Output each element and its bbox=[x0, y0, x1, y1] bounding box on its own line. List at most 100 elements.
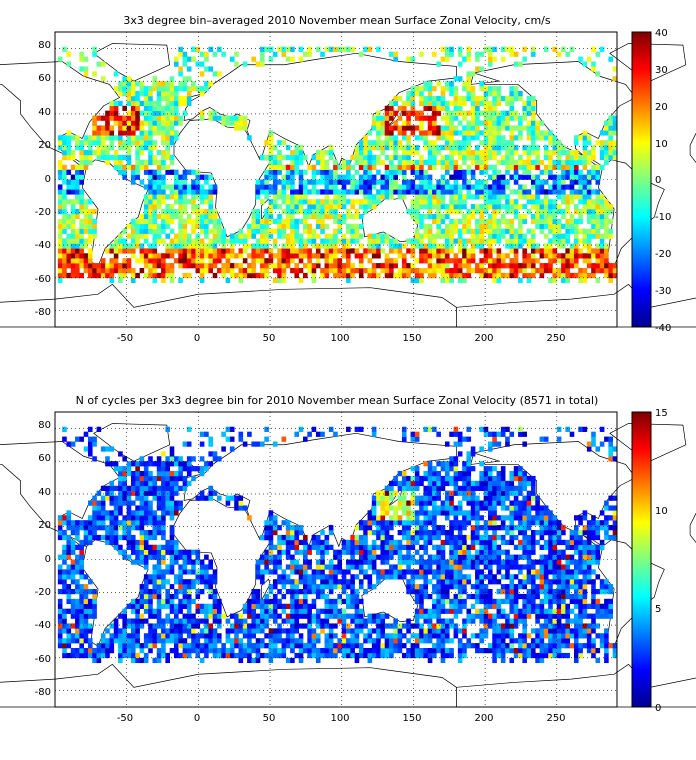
heatmap-cell bbox=[505, 184, 510, 190]
heatmap-cell bbox=[294, 169, 300, 175]
heatmap-cell bbox=[251, 272, 257, 279]
heatmap-cell bbox=[509, 140, 515, 146]
heatmap-cell bbox=[449, 574, 454, 580]
heatmap-cell bbox=[509, 608, 515, 614]
heatmap-cell bbox=[500, 228, 506, 234]
heatmap-cell bbox=[591, 652, 596, 659]
heatmap-cell bbox=[440, 199, 446, 205]
heatmap-cell bbox=[604, 589, 609, 595]
heatmap-cell bbox=[358, 140, 364, 146]
heatmap-cell bbox=[440, 159, 446, 166]
heatmap-cell bbox=[367, 159, 373, 166]
heatmap-cell bbox=[346, 174, 351, 180]
heatmap-cell bbox=[419, 218, 424, 225]
heatmap-cell bbox=[556, 623, 562, 629]
heatmap-cell bbox=[522, 174, 527, 180]
heatmap-cell bbox=[479, 579, 484, 585]
heatmap-cell bbox=[561, 238, 566, 244]
heatmap-cell bbox=[70, 559, 76, 565]
heatmap-cell bbox=[492, 174, 497, 180]
heatmap-cell bbox=[70, 564, 76, 570]
heatmap-cell bbox=[530, 238, 536, 244]
heatmap-cell bbox=[475, 263, 480, 269]
heatmap-cell bbox=[204, 189, 209, 195]
heatmap-cell bbox=[384, 164, 390, 170]
heatmap-cell bbox=[487, 199, 493, 205]
heatmap-cell bbox=[199, 253, 205, 259]
heatmap-cell bbox=[530, 253, 536, 259]
heatmap-cell bbox=[75, 598, 80, 605]
heatmap-cell bbox=[483, 272, 489, 279]
heatmap-cell bbox=[208, 564, 213, 570]
heatmap-cell bbox=[204, 574, 209, 580]
heatmap-cell bbox=[427, 184, 433, 190]
heatmap-cell bbox=[346, 238, 351, 244]
heatmap-cell bbox=[148, 248, 153, 254]
heatmap-cell bbox=[591, 248, 596, 254]
heatmap-cell bbox=[586, 638, 592, 644]
heatmap-cell bbox=[535, 608, 540, 614]
heatmap-cell bbox=[371, 164, 377, 170]
heatmap-cell bbox=[569, 228, 575, 234]
heatmap-cell bbox=[178, 243, 183, 249]
heatmap-cell bbox=[126, 140, 132, 146]
heatmap-cell bbox=[440, 579, 446, 585]
heatmap-cell bbox=[70, 613, 76, 619]
heatmap-cell bbox=[453, 110, 459, 116]
heatmap-cell bbox=[496, 140, 502, 146]
heatmap-cell bbox=[173, 243, 179, 249]
heatmap-cell bbox=[397, 574, 403, 580]
heatmap-cell bbox=[75, 564, 80, 570]
heatmap-cell bbox=[539, 253, 545, 259]
heatmap-cell bbox=[354, 618, 360, 624]
heatmap-cell bbox=[255, 648, 261, 654]
heatmap-cell bbox=[582, 174, 588, 180]
heatmap-cell bbox=[341, 643, 347, 649]
heatmap-cell bbox=[264, 618, 269, 624]
heatmap-cell bbox=[397, 248, 403, 254]
heatmap-cell bbox=[466, 95, 472, 102]
heatmap-cell bbox=[268, 598, 274, 605]
heatmap-cell bbox=[569, 169, 575, 175]
heatmap-cell bbox=[470, 86, 476, 92]
heatmap-cell bbox=[436, 638, 441, 644]
heatmap-cell bbox=[414, 194, 420, 200]
heatmap-cell bbox=[509, 238, 515, 244]
heatmap-cell bbox=[453, 574, 459, 580]
heatmap-cell bbox=[599, 268, 605, 274]
heatmap-cell bbox=[333, 194, 338, 200]
heatmap-cell bbox=[389, 140, 394, 146]
heatmap-cell bbox=[354, 652, 360, 659]
heatmap-cell bbox=[449, 120, 454, 126]
heatmap-cell bbox=[354, 657, 360, 664]
heatmap-cell bbox=[118, 81, 123, 87]
heatmap-cell bbox=[238, 125, 244, 131]
heatmap-cell bbox=[436, 135, 441, 141]
heatmap-cell bbox=[487, 618, 493, 624]
heatmap-cell bbox=[92, 589, 97, 595]
heatmap-cell bbox=[569, 179, 575, 185]
heatmap-cell bbox=[397, 648, 403, 654]
heatmap-cell bbox=[505, 613, 510, 619]
heatmap-cell bbox=[75, 174, 80, 180]
heatmap-cell bbox=[479, 51, 484, 57]
heatmap-cell bbox=[500, 125, 506, 131]
heatmap-cell bbox=[169, 228, 175, 234]
heatmap-cell bbox=[539, 135, 545, 141]
heatmap-cell bbox=[509, 233, 515, 239]
heatmap-cell bbox=[221, 248, 226, 254]
heatmap-cell bbox=[83, 199, 89, 205]
heatmap-cell bbox=[152, 258, 158, 264]
heatmap-cell bbox=[62, 253, 67, 259]
heatmap-cell bbox=[496, 569, 502, 575]
heatmap-cell bbox=[199, 228, 205, 234]
heatmap-cell bbox=[57, 579, 63, 585]
heatmap-cell bbox=[604, 243, 609, 249]
heatmap-cell bbox=[457, 652, 463, 659]
heatmap-cell bbox=[186, 218, 192, 225]
heatmap-cell bbox=[208, 589, 213, 595]
heatmap-cell bbox=[191, 569, 196, 575]
heatmap-cell bbox=[264, 194, 269, 200]
heatmap-cell bbox=[173, 135, 179, 141]
heatmap-cell bbox=[548, 140, 553, 146]
